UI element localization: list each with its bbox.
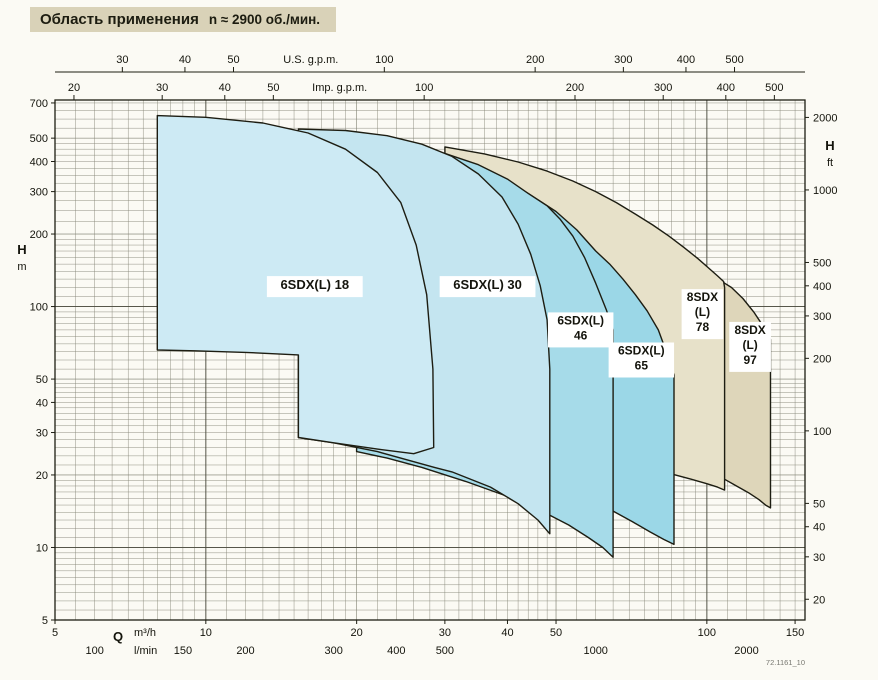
svg-text:100: 100 [30,302,48,314]
us-gpm-axis-title: U.S. g.p.m. [283,54,338,66]
svg-text:50: 50 [36,374,48,386]
svg-text:(L): (L) [695,305,710,319]
svg-text:20: 20 [351,627,363,639]
svg-text:500: 500 [30,133,48,145]
svg-text:8SDX: 8SDX [734,323,765,337]
svg-text:40: 40 [219,82,231,94]
svg-text:40: 40 [36,397,48,409]
model-label-8sdx-l-97: 8SDX(L)97 [729,321,771,372]
svg-text:1000: 1000 [583,645,607,657]
svg-text:100: 100 [698,627,716,639]
svg-text:40: 40 [501,627,513,639]
svg-text:65: 65 [635,359,649,373]
svg-text:200: 200 [236,645,254,657]
svg-text:500: 500 [813,257,831,269]
svg-text:500: 500 [765,82,783,94]
model-label-6sdx-l-65: 6SDX(L)65 [608,342,675,378]
svg-text:20: 20 [36,470,48,482]
svg-text:300: 300 [30,187,48,199]
x-axis-imp-gpm: 20 30 40 50 100 200 300 400 500 Imp. g.p.m. [68,82,784,100]
svg-text:6SDX(L) 30: 6SDX(L) 30 [453,277,522,292]
svg-text:700: 700 [30,98,48,110]
svg-text:400: 400 [717,82,735,94]
svg-text:2000: 2000 [813,112,837,124]
svg-text:50: 50 [227,54,239,66]
svg-text:46: 46 [574,328,588,342]
x-axis-q: 5 10 20 30 40 50 100 150 100 150 200 300 400 500 1000 2… [52,620,804,657]
h-ft-axis-title: H [825,138,834,153]
svg-text:97: 97 [743,353,757,367]
chart-title-bar: Область применения n ≈ 2900 об./мин. [30,7,337,32]
svg-text:10: 10 [36,542,48,554]
svg-text:m³/h: m³/h [134,627,156,639]
svg-text:20: 20 [813,594,825,606]
svg-text:100: 100 [415,82,433,94]
svg-text:(L): (L) [742,338,757,352]
svg-text:200: 200 [813,353,831,365]
svg-text:78: 78 [696,320,710,334]
svg-text:400: 400 [387,645,405,657]
model-label-6sdx-l-46: 6SDX(L)46 [547,312,614,348]
svg-text:30: 30 [116,54,128,66]
model-label-8sdx-l-78: 8SDX(L)78 [681,289,724,340]
svg-text:6SDX(L): 6SDX(L) [557,313,604,327]
imp-gpm-axis-title: Imp. g.p.m. [312,82,367,94]
svg-text:1000: 1000 [813,185,837,197]
svg-text:300: 300 [654,82,672,94]
plot-frame [54,99,806,621]
svg-text:400: 400 [813,281,831,293]
svg-text:100: 100 [375,54,393,66]
drawing-code: 72.1161_10 [766,658,805,667]
q-axis-title: Q [113,629,123,644]
svg-text:100: 100 [85,645,103,657]
svg-text:200: 200 [526,54,544,66]
svg-text:l/min: l/min [134,645,157,657]
envelopes [156,114,772,558]
svg-text:500: 500 [725,54,743,66]
svg-text:40: 40 [179,54,191,66]
svg-text:30: 30 [813,552,825,564]
svg-text:500: 500 [436,645,454,657]
svg-text:8SDX: 8SDX [687,290,718,304]
chart-title: Область применения [40,11,199,28]
svg-text:30: 30 [36,428,48,440]
model-label-6sdx-l-18: 6SDX(L) 18 [266,276,363,298]
svg-text:50: 50 [813,498,825,510]
svg-text:50: 50 [267,82,279,94]
y-axis-h-ft: 2000 1000 500 400 300 200 100 50 40 30 20 Hft [805,112,837,606]
y-axis-h-m: 700 500 400 300 200 100 50 40 30 20 10 5 Hm [17,98,55,627]
svg-text:ft: ft [827,157,833,169]
svg-text:50: 50 [550,627,562,639]
svg-text:200: 200 [566,82,584,94]
svg-text:30: 30 [156,82,168,94]
svg-text:400: 400 [677,54,695,66]
svg-text:400: 400 [30,157,48,169]
svg-text:200: 200 [30,229,48,241]
svg-text:6SDX(L) 18: 6SDX(L) 18 [280,277,349,292]
svg-text:5: 5 [42,615,48,627]
svg-text:40: 40 [813,522,825,534]
chart-subtitle: n ≈ 2900 об./мин. [208,12,321,27]
svg-text:300: 300 [325,645,343,657]
svg-text:100: 100 [813,426,831,438]
h-m-axis-title: H [17,242,26,257]
svg-text:5: 5 [52,627,58,639]
svg-text:150: 150 [174,645,192,657]
svg-text:2000: 2000 [734,645,758,657]
svg-text:300: 300 [614,54,632,66]
model-label-6sdx-l-30: 6SDX(L) 30 [439,276,536,298]
svg-text:30: 30 [439,627,451,639]
svg-text:300: 300 [813,311,831,323]
svg-text:6SDX(L): 6SDX(L) [618,344,665,358]
svg-text:10: 10 [200,627,212,639]
svg-text:150: 150 [786,627,804,639]
svg-text:m: m [17,261,26,273]
x-axis-us-gpm: 30 40 50 100 200 300 400 500 U.S. g.p.m. [55,54,805,73]
svg-text:20: 20 [68,82,80,94]
